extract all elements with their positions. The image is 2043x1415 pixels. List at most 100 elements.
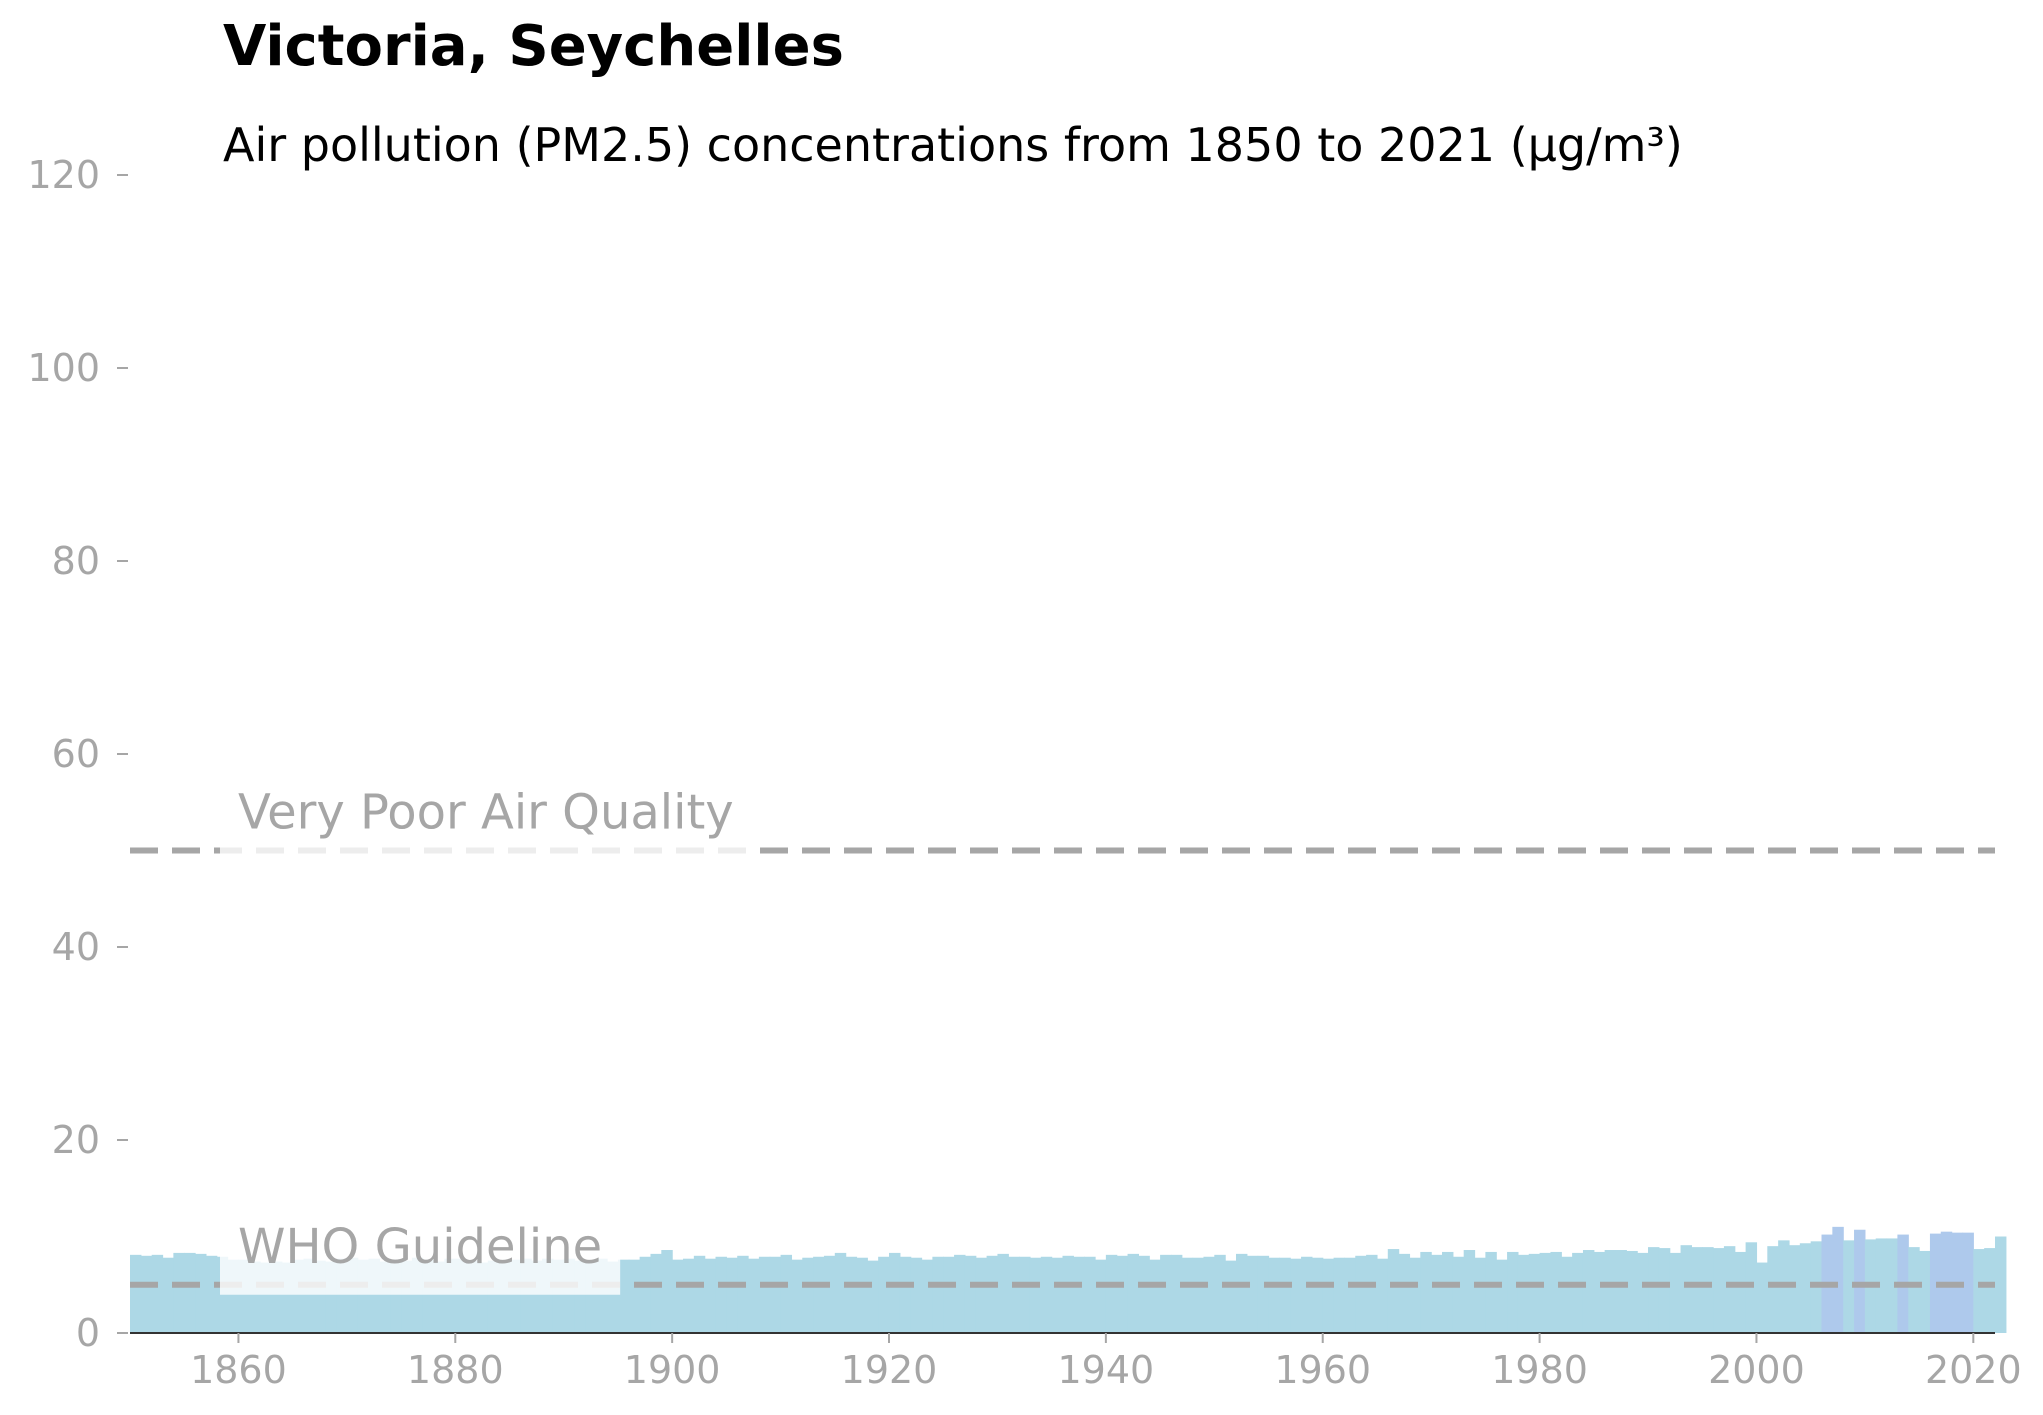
bar [856,1257,868,1333]
bar [238,1259,250,1333]
bar [986,1255,999,1333]
bar [368,1258,380,1333]
bar [1832,1226,1844,1333]
bar [802,1257,814,1333]
bar [1582,1250,1595,1333]
bar [1387,1249,1400,1333]
bar [1409,1257,1421,1333]
bar [1919,1250,1931,1333]
bar [292,1259,305,1333]
bar [1344,1257,1356,1333]
bar [1496,1259,1508,1333]
bar [1734,1251,1747,1333]
y-tick-label: 40 [52,925,100,969]
bar [498,1260,511,1334]
bar [617,1259,630,1333]
bar [260,1262,272,1333]
bar [216,1256,229,1333]
bar [184,1252,196,1333]
y-tick-label: 80 [52,539,100,583]
bar [1485,1251,1497,1333]
bar [910,1257,923,1333]
bar [672,1259,684,1333]
bar [303,1258,315,1333]
bar [249,1261,261,1333]
bar [542,1258,554,1333]
x-tick-label: 1940 [1058,1348,1155,1392]
y-tick-label: 0 [76,1311,100,1355]
bar [1235,1253,1248,1333]
bar [390,1259,402,1333]
bar [1160,1254,1172,1333]
bar [1322,1258,1335,1333]
bar [563,1258,576,1333]
bar [1051,1257,1064,1333]
bar [1105,1254,1118,1333]
bar [769,1256,782,1333]
y-tick-label: 20 [52,1118,100,1162]
bar [813,1256,825,1333]
bar [552,1259,565,1333]
bar [1637,1252,1649,1333]
bar [476,1262,489,1333]
bar [639,1256,652,1333]
bar [1572,1252,1584,1333]
bar [509,1259,521,1333]
bar [1246,1255,1259,1333]
bar [889,1252,901,1333]
bar [1875,1238,1888,1333]
bar [1593,1251,1606,1333]
bar [455,1258,467,1333]
bar [943,1256,955,1333]
bar [1929,1233,1942,1333]
reference-label-backdrop [220,809,752,861]
bar [715,1256,727,1333]
bar [1420,1251,1432,1333]
bar [585,1260,597,1334]
bar [1452,1256,1465,1333]
bar [1702,1247,1714,1333]
bar [1756,1262,1768,1333]
bar [1962,1232,1974,1333]
bar [1257,1255,1270,1333]
y-tick-label: 100 [27,346,100,390]
bar [834,1252,847,1333]
x-tick-label: 1860 [190,1348,287,1392]
bar [173,1252,185,1333]
y-axis: 0 20 40 60 80 100 120 [27,153,128,1355]
bar [899,1256,912,1333]
bar [1658,1248,1671,1333]
bar [1149,1259,1161,1333]
bar [1507,1251,1519,1333]
y-tick-label: 120 [27,153,100,197]
bar [1366,1254,1378,1333]
bar [954,1254,966,1333]
bar [411,1257,424,1333]
bar [1528,1253,1541,1333]
bar [1029,1257,1042,1333]
bar [357,1259,370,1333]
y-tick-label: 60 [52,732,100,776]
bar [379,1261,391,1333]
bar [1626,1250,1638,1333]
bar [758,1256,771,1333]
bar [1116,1255,1129,1333]
bar [314,1260,326,1334]
bar [1788,1245,1801,1333]
bar [1214,1254,1226,1333]
bar [1713,1248,1725,1333]
bar [997,1253,1009,1333]
bar [1680,1245,1692,1333]
bar [921,1259,933,1333]
bar [975,1257,988,1333]
bar [1355,1255,1367,1333]
x-tick-label: 1960 [1274,1348,1371,1392]
bar [1431,1254,1443,1333]
bar [433,1261,446,1333]
bar [1886,1238,1899,1333]
bar [1225,1260,1237,1334]
bar [867,1260,879,1334]
bar [1040,1256,1053,1333]
